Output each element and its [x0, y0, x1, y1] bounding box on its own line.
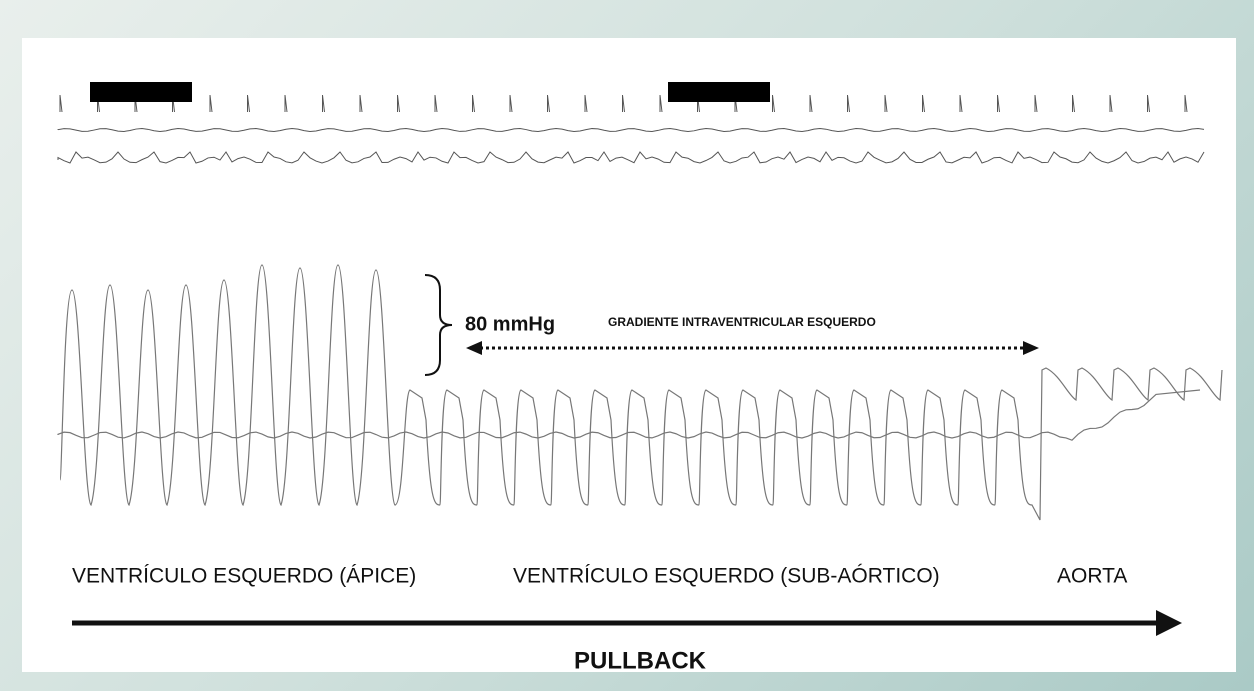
figure: 80 mmHg GRADIENTE INTRAVENTRICULAR ESQUE…: [0, 0, 1254, 691]
redaction: [668, 82, 770, 102]
region-label: AORTA: [1057, 565, 1127, 588]
redaction: [90, 82, 192, 102]
region-label: VENTRÍCULO ESQUERDO (ÁPICE): [72, 565, 416, 588]
pressure-label: 80 mmHg: [465, 313, 555, 335]
region-label: VENTRÍCULO ESQUERDO (SUB-AÓRTICO): [513, 565, 940, 588]
gradient-label: GRADIENTE INTRAVENTRICULAR ESQUERDO: [608, 315, 876, 329]
pullback-label: PULLBACK: [574, 647, 707, 674]
page: 80 mmHg GRADIENTE INTRAVENTRICULAR ESQUE…: [0, 0, 1254, 691]
